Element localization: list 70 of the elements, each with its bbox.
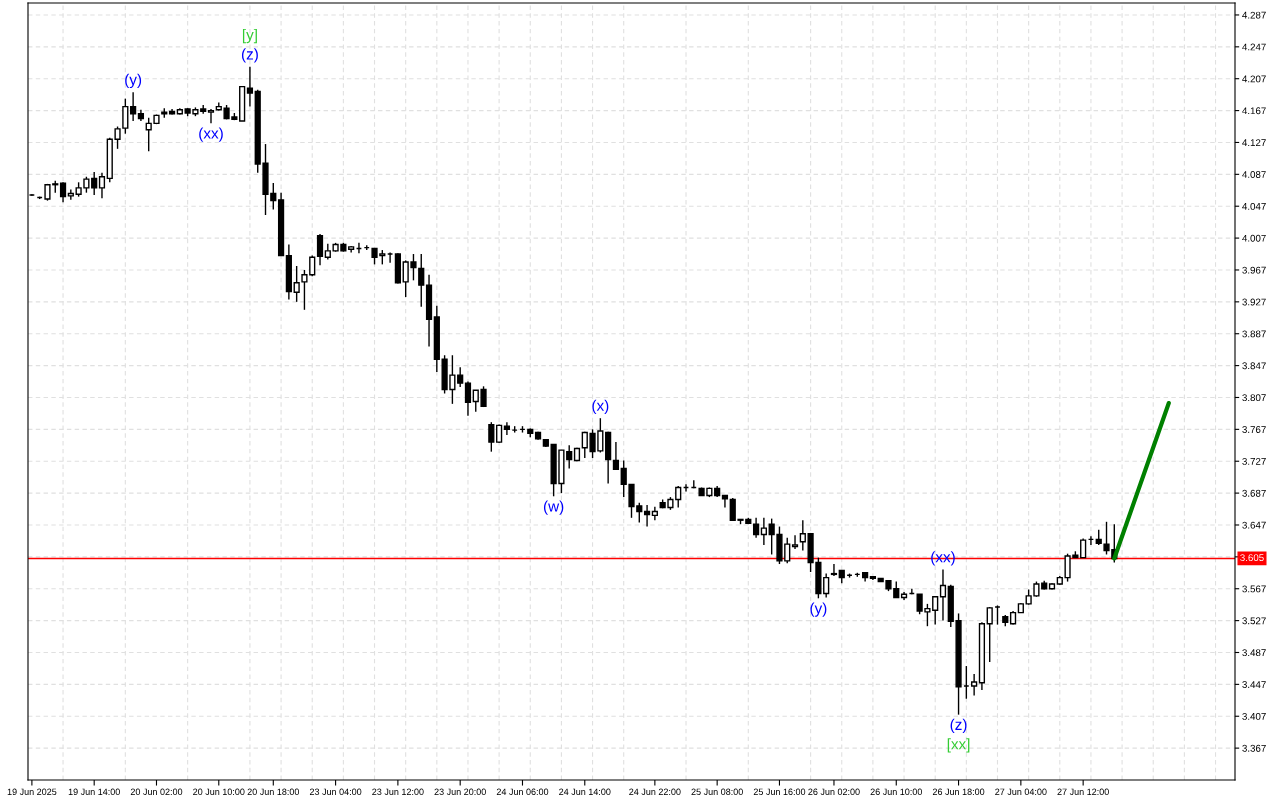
- x-tick-label: 23 Jun 20:00: [434, 788, 486, 795]
- candlestick: [939, 568, 947, 622]
- annotation: (z): [950, 718, 967, 734]
- x-tick-label: 26 Jun 10:00: [870, 788, 923, 795]
- x-tick-label: 27 Jun 12:00: [1057, 788, 1109, 795]
- y-tick-label: 3.407: [1242, 712, 1266, 720]
- candlestick: [488, 421, 495, 453]
- y-tick-label: 4.207: [1242, 75, 1266, 83]
- x-tick-label: 24 Jun 22:00: [629, 788, 681, 795]
- x-tick-label: 19 Jun 14:00: [68, 788, 120, 795]
- candlestick: [823, 572, 830, 599]
- annotation: (y): [125, 73, 142, 89]
- x-tick-label: 20 Jun 18:00: [247, 788, 300, 795]
- y-tick-label: 4.247: [1242, 43, 1266, 51]
- annotation: (w): [543, 500, 564, 515]
- candlestick: [760, 517, 767, 546]
- candlestick: [98, 172, 106, 199]
- y-tick-label: 3.967: [1242, 266, 1266, 274]
- y-tick-label: 3.447: [1242, 681, 1266, 688]
- ref-line-label: 3.605: [1240, 554, 1264, 562]
- y-tick-label: 3.887: [1242, 330, 1266, 338]
- annotation: (xx): [199, 127, 223, 142]
- candlestick: [418, 253, 425, 308]
- candlestick: [316, 233, 324, 266]
- y-tick-label: 3.367: [1242, 744, 1266, 752]
- annotation: (y): [810, 602, 827, 617]
- x-tick-label: 26 Jun 18:00: [932, 788, 985, 795]
- candlestick: [59, 181, 67, 203]
- y-tick-label: 3.527: [1242, 617, 1266, 625]
- candlestick: [246, 66, 254, 108]
- x-tick-label: 24 Jun 06:00: [496, 788, 549, 795]
- candlestick: [986, 606, 993, 663]
- y-tick-label: 3.687: [1242, 489, 1266, 497]
- candlestick: [207, 108, 215, 125]
- x-tick-label: 23 Jun 12:00: [372, 788, 424, 795]
- y-tick-label: 3.847: [1242, 362, 1266, 370]
- x-tick-label: 25 Jun 08:00: [691, 788, 743, 795]
- x-tick-label: 20 Jun 10:00: [193, 788, 245, 795]
- x-tick-label: 26 Jun 02:00: [808, 788, 860, 795]
- y-tick-label: 3.767: [1242, 426, 1266, 433]
- y-tick-label: 4.167: [1242, 107, 1266, 115]
- y-tick-label: 3.927: [1242, 298, 1266, 306]
- candlestick: [612, 441, 620, 470]
- annotation: [xx]: [947, 738, 970, 753]
- y-tick-label: 3.647: [1242, 521, 1266, 529]
- candlestick: [791, 534, 799, 550]
- y-tick-label: 4.007: [1242, 234, 1266, 242]
- candlestick: [752, 517, 760, 539]
- y-tick-label: 4.047: [1242, 202, 1266, 210]
- annotation: (z): [241, 48, 258, 63]
- y-tick-label: 3.487: [1242, 649, 1266, 657]
- x-tick-label: 23 Jun 04:00: [309, 788, 362, 795]
- candlestick: [130, 91, 137, 122]
- x-tick-label: 19 Jun 2025: [7, 788, 57, 795]
- candlestick: [464, 380, 472, 417]
- y-tick-label: 4.287: [1242, 11, 1266, 19]
- annotation: (x): [592, 399, 609, 415]
- x-tick-label: 24 Jun 14:00: [559, 788, 611, 795]
- candlestick: [67, 188, 74, 201]
- y-tick-label: 4.087: [1242, 171, 1266, 178]
- y-tick-label: 4.127: [1242, 139, 1266, 146]
- y-tick-label: 3.567: [1242, 585, 1266, 593]
- x-tick-label: 25 Jun 16:00: [753, 788, 806, 795]
- x-tick-label: 27 Jun 04:00: [995, 788, 1047, 795]
- y-tick-label: 3.807: [1242, 394, 1266, 402]
- y-tick-label: 3.727: [1242, 457, 1266, 465]
- x-tick-label: 20 Jun 02:00: [130, 788, 183, 795]
- candlestick: [971, 673, 978, 697]
- annotation: [y]: [242, 28, 257, 44]
- candlestick: [830, 563, 838, 577]
